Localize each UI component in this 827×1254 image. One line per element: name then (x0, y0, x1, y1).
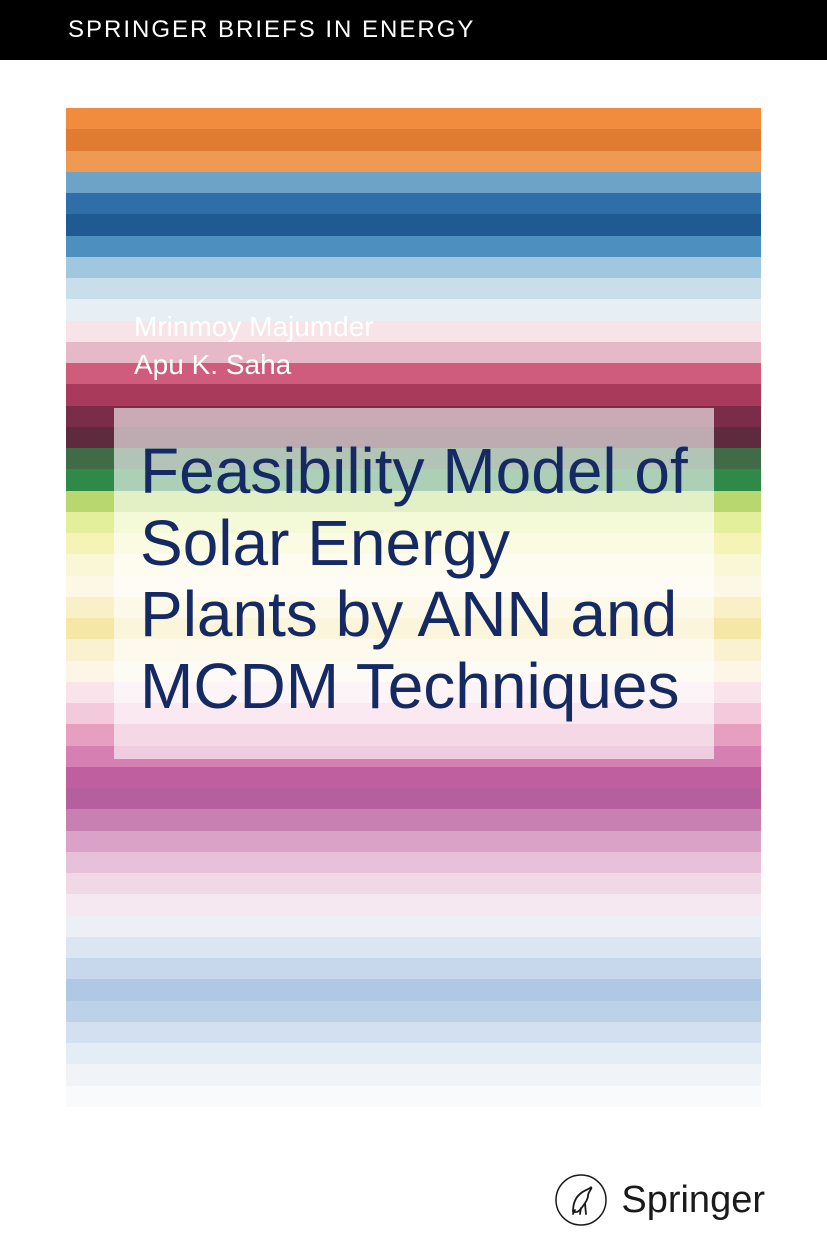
springer-horse-icon (555, 1174, 607, 1226)
publisher-name: Springer (621, 1179, 765, 1222)
book-title: Feasibility Model of Solar Energy Plants… (140, 436, 688, 723)
series-header: SPRINGER BRIEFS IN ENERGY (0, 0, 827, 60)
title-box: Feasibility Model of Solar Energy Plants… (114, 408, 714, 759)
publisher-block: Springer (555, 1174, 765, 1226)
author-1: Mrinmoy Majumder (134, 308, 374, 346)
cover-content: Mrinmoy Majumder Apu K. Saha Feasibility… (66, 108, 761, 1128)
author-2: Apu K. Saha (134, 346, 374, 384)
authors-block: Mrinmoy Majumder Apu K. Saha (134, 308, 374, 384)
series-name: SPRINGER BRIEFS IN ENERGY (68, 16, 475, 44)
